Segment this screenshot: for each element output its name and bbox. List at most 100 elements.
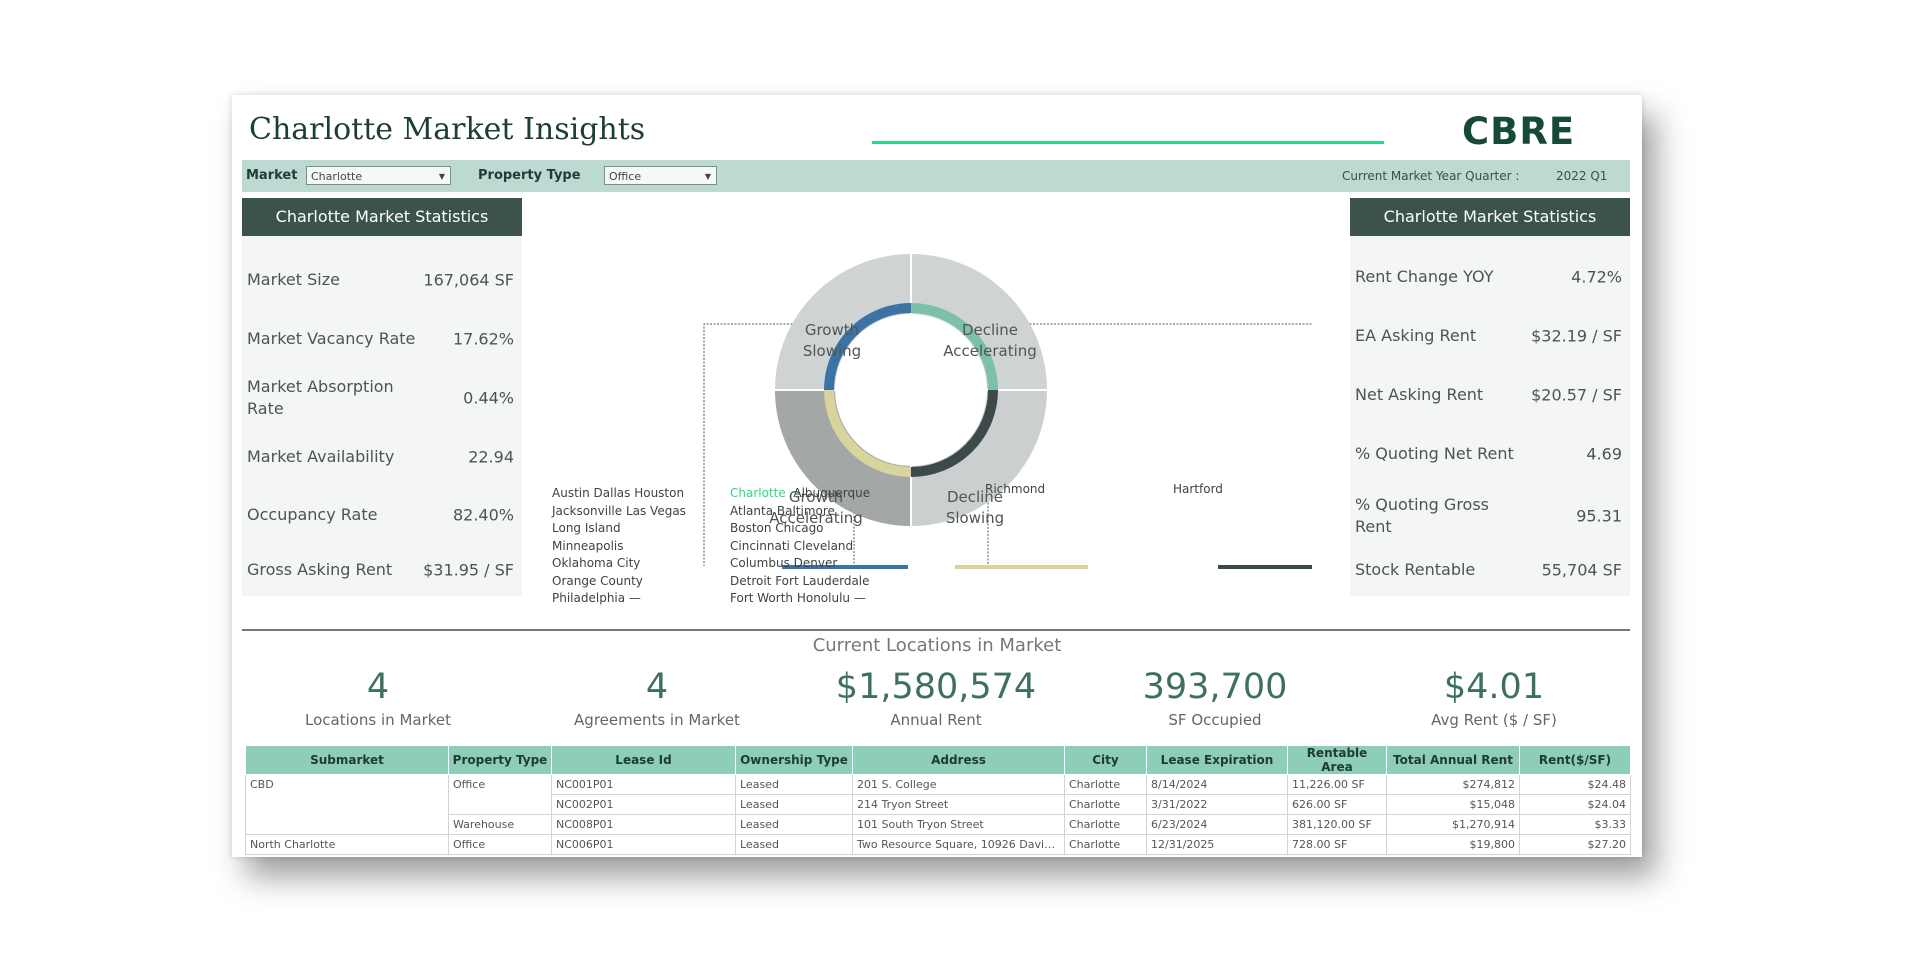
cell-area: 626.00 SF	[1287, 794, 1387, 815]
locations-table: Submarket Property Type Lease Id Ownersh…	[245, 745, 1631, 855]
market-names[interactable]: Columbus Denver	[730, 556, 838, 570]
cell-property-type	[448, 794, 552, 815]
kpi-caption: Annual Rent	[890, 711, 982, 729]
kpi-caption: Avg Rent ($ / SF)	[1431, 711, 1557, 729]
column-header[interactable]: Rent($/SF)	[1519, 745, 1631, 775]
page-title: Charlotte Market Insights	[249, 112, 646, 147]
stat-value: 22.94	[468, 447, 514, 467]
market-names[interactable]: Hartford	[1173, 482, 1223, 496]
stat-row: % Quoting Gross Rent 95.31	[1355, 495, 1622, 536]
stat-row: Market Size 167,064 SF	[247, 260, 514, 300]
stat-row: Market Availability 22.94	[247, 437, 514, 477]
kpi-annual-rent: $1,580,574 Annual Rent	[816, 665, 1056, 729]
kpi-locations: 4 Locations in Market	[258, 665, 498, 729]
table-header-row: Submarket Property Type Lease Id Ownersh…	[245, 745, 1631, 775]
property-type-dropdown[interactable]: Office ▼	[604, 166, 717, 185]
stat-value: 0.44%	[463, 388, 514, 408]
cell-city: Charlotte	[1064, 794, 1147, 815]
left-market-stats-panel: Charlotte Market Statistics Market Size 1…	[242, 198, 522, 596]
column-header[interactable]: Lease Expiration	[1146, 745, 1288, 775]
market-names[interactable]: Boston Chicago	[730, 521, 824, 535]
section-divider	[242, 629, 1630, 631]
chevron-down-icon: ▼	[704, 172, 711, 181]
quarter-label: Current Market Year Quarter :	[1342, 169, 1520, 183]
market-names[interactable]: Cincinnati Cleveland	[730, 538, 854, 553]
market-names[interactable]: Albuquerque	[793, 486, 871, 500]
market-names[interactable]: Detroit Fort Lauderdale	[730, 573, 870, 588]
cell-ownership: Leased	[735, 774, 853, 795]
cell-rent-sf: $3.33	[1519, 814, 1631, 835]
market-names[interactable]: Minneapolis	[552, 538, 624, 553]
market-list-decline-slowing: Richmond	[985, 481, 1045, 499]
cell-lease-id: NC008P01	[551, 814, 736, 835]
column-header[interactable]: Ownership Type	[735, 745, 853, 775]
cell-submarket: North Charlotte	[245, 834, 449, 855]
dashboard-card: Charlotte Market Insights CBRE Market Ch…	[232, 95, 1642, 857]
right-market-stats-panel: Charlotte Market Statistics Rent Change …	[1350, 198, 1630, 596]
cell-ownership: Leased	[735, 834, 853, 855]
table-row[interactable]: Warehouse NC008P01 Leased 101 South Tryo…	[245, 814, 1631, 835]
column-header[interactable]: Property Type	[448, 745, 552, 775]
market-list-decline-accelerating: Hartford	[1173, 481, 1223, 499]
cell-submarket	[245, 794, 449, 815]
quarter-value: 2022 Q1	[1556, 169, 1608, 183]
cell-expiration: 6/23/2024	[1146, 814, 1288, 835]
column-header[interactable]: Address	[852, 745, 1065, 775]
cbre-logo: CBRE	[1462, 110, 1576, 153]
stat-value: 167,064 SF	[423, 270, 514, 290]
quadrant-label-decline-accelerating: Decline Accelerating	[943, 321, 1037, 360]
kpi-caption: Locations in Market	[304, 711, 452, 729]
column-header[interactable]: Submarket	[245, 745, 449, 775]
market-names[interactable]: Atlanta Baltimore	[730, 503, 835, 518]
left-panel-header: Charlotte Market Statistics	[242, 198, 522, 236]
cell-submarket	[245, 814, 449, 835]
cell-city: Charlotte	[1064, 834, 1147, 855]
market-names[interactable]: Richmond	[985, 482, 1046, 496]
cell-annual-rent: $1,270,914	[1386, 814, 1520, 835]
stat-label: Market Availability	[247, 447, 395, 466]
market-names[interactable]: Oklahoma City	[552, 556, 641, 570]
market-list-growth-accelerating: Charlotte Albuquerque Atlanta Baltimore …	[730, 485, 870, 608]
table-row[interactable]: North Charlotte Office NC006P01 Leased T…	[245, 834, 1631, 855]
cell-rent-sf: $27.20	[1519, 834, 1631, 855]
cell-annual-rent: $19,800	[1386, 834, 1520, 855]
stat-value: 95.31	[1576, 506, 1622, 526]
kpi-sf-occupied: 393,700 SF Occupied	[1095, 665, 1335, 729]
market-names[interactable]: Orange County	[552, 573, 643, 588]
table-row[interactable]: CBD Office NC001P01 Leased 201 S. Colleg…	[245, 774, 1631, 795]
ring-growth-slowing	[824, 303, 912, 391]
cell-property-type: Office	[448, 834, 552, 855]
ring-decline-slowing	[910, 389, 998, 477]
market-names[interactable]: Jacksonville Las Vegas	[552, 503, 686, 518]
kpi-agreements: 4 Agreements in Market	[537, 665, 777, 729]
market-names[interactable]: Fort Worth Honolulu —	[730, 591, 866, 605]
market-names[interactable]: Long Island	[552, 521, 621, 535]
table-row[interactable]: NC002P01 Leased 214 Tryon Street Charlot…	[245, 794, 1631, 815]
cell-annual-rent: $274,812	[1386, 774, 1520, 795]
stat-label: EA Asking Rent	[1355, 326, 1477, 345]
column-header[interactable]: Lease Id	[551, 745, 736, 775]
cell-address: 214 Tryon Street	[852, 794, 1065, 815]
column-header[interactable]: City	[1064, 745, 1147, 775]
stat-row: % Quoting Net Rent 4.69	[1355, 434, 1622, 474]
market-names[interactable]: Philadelphia —	[552, 591, 641, 605]
cell-ownership: Leased	[735, 794, 853, 815]
market-names[interactable]: Austin Dallas Houston	[552, 486, 685, 500]
stat-label: Occupancy Rate	[247, 505, 378, 524]
stat-value: 4.72%	[1571, 267, 1622, 287]
column-header[interactable]: Rentable Area	[1287, 745, 1387, 775]
kpi-avg-rent: $4.01 Avg Rent ($ / SF)	[1374, 665, 1614, 729]
stat-value: $31.95 / SF	[423, 560, 514, 580]
column-header[interactable]: Total Annual Rent	[1386, 745, 1520, 775]
cell-city: Charlotte	[1064, 774, 1147, 795]
group-rule-decline-slowing	[1218, 565, 1312, 569]
market-name-highlighted[interactable]: Charlotte	[730, 486, 786, 500]
cell-lease-id: NC006P01	[551, 834, 736, 855]
cell-expiration: 3/31/2022	[1146, 794, 1288, 815]
cell-address: 101 South Tryon Street	[852, 814, 1065, 835]
kpi-value: 393,700	[1142, 667, 1288, 707]
market-dropdown[interactable]: Charlotte ▼	[306, 166, 451, 185]
cell-property-type: Warehouse	[448, 814, 552, 835]
cell-property-type: Office	[448, 774, 552, 795]
cell-city: Charlotte	[1064, 814, 1147, 835]
